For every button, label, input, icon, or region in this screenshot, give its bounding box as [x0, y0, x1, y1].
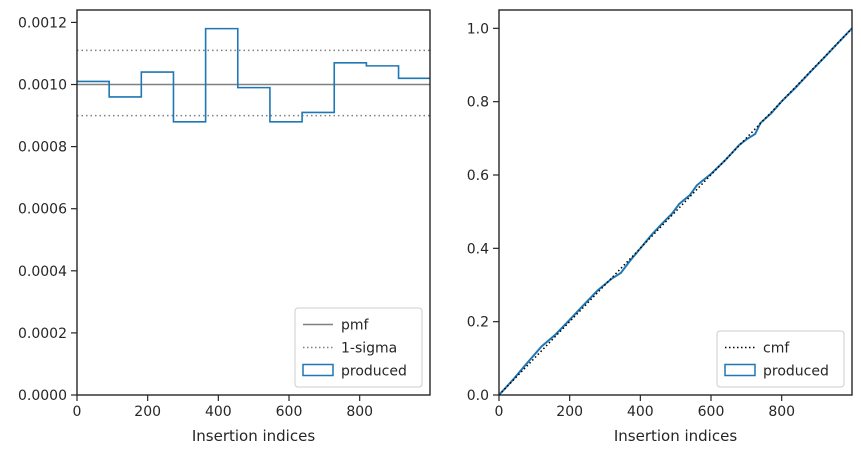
histogram-bin: [109, 97, 141, 395]
legend-label: cmf: [763, 341, 790, 357]
y-tick-label: 1.0: [467, 21, 489, 37]
y-tick-label: 0.8: [467, 95, 489, 111]
legend: pmf 1-sigma produced: [294, 307, 423, 388]
legend-box: [294, 307, 423, 388]
x-tick-label: 800: [346, 404, 373, 420]
x-tick-label: 400: [627, 404, 654, 420]
y-tick-label: 0.6: [467, 168, 489, 184]
histogram-bin: [238, 88, 270, 395]
x-tick-label: 0: [495, 404, 504, 420]
x-tick-label: 200: [134, 404, 161, 420]
histogram-bin: [206, 29, 238, 395]
x-tick-label: 200: [556, 404, 583, 420]
y-tick-label: 0.0006: [18, 202, 67, 218]
y-tick-label: 0.0002: [18, 326, 67, 342]
histogram-bin: [77, 81, 109, 395]
legend-label: produced: [341, 364, 407, 380]
right-chart-cmf: 0 200 400 600 800 0.0 0.2 0.4 0.6 0.8 1.0 Insertion…: [467, 9, 853, 445]
left-chart-pmf: 0 200 400 600 800 0.0000 0.0002 0.0004 0.0006 0.0…: [18, 9, 431, 445]
produced-cumulative-line: [498, 27, 853, 396]
histogram-bin: [173, 122, 205, 395]
x-tick-label: 600: [276, 404, 303, 420]
legend-swatch-produced: [724, 363, 756, 377]
plot-frame: [76, 9, 431, 396]
y-tick-label: 0.0008: [18, 140, 67, 156]
y-tick-label: 0.0012: [18, 15, 67, 31]
legend-label: pmf: [341, 318, 370, 334]
y-tick-label: 0.0000: [18, 388, 67, 404]
x-axis-label: Insertion indices: [614, 427, 737, 445]
y-tick-label: 0.0: [467, 388, 489, 404]
y-tick-label: 0.0004: [18, 264, 67, 280]
histogram-bin: [141, 72, 173, 395]
produced-histogram: [77, 27, 430, 123]
x-axis-label: Insertion indices: [192, 427, 315, 445]
legend-swatch-produced: [302, 363, 334, 377]
y-tick-label: 0.0010: [18, 78, 67, 94]
legend-label: produced: [763, 364, 829, 380]
y-tick-label: 0.4: [467, 241, 489, 257]
plot-frame: [498, 9, 853, 396]
y-tick-label: 0.2: [467, 315, 489, 331]
x-tick-label: 600: [698, 404, 725, 420]
x-tick-label: 0: [73, 404, 82, 420]
legend-box: [716, 330, 845, 388]
x-tick-label: 800: [768, 404, 795, 420]
cmf-line: [498, 27, 853, 396]
x-tick-label: 400: [205, 404, 232, 420]
legend: cmf produced: [716, 330, 845, 388]
legend-label: 1-sigma: [341, 341, 397, 357]
